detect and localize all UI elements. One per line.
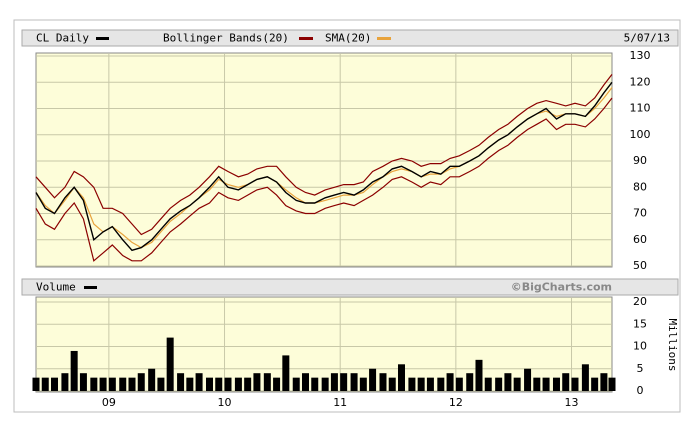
- bar: [224, 377, 232, 391]
- credit: ©BigCharts.com: [511, 281, 612, 294]
- bar: [591, 377, 599, 391]
- y-tick-label: 100: [630, 128, 651, 141]
- bar: [524, 368, 532, 391]
- bar: [157, 377, 165, 391]
- bar: [571, 377, 579, 391]
- bar: [504, 373, 512, 391]
- bar: [369, 368, 377, 391]
- bar: [253, 373, 261, 391]
- bar: [466, 373, 474, 391]
- y-tick-label: 120: [630, 75, 651, 88]
- bar: [244, 377, 252, 391]
- bar: [446, 373, 454, 391]
- bar: [108, 377, 116, 391]
- bar: [533, 377, 541, 391]
- bar: [455, 377, 463, 391]
- x-tick-label: 09: [102, 396, 116, 409]
- line: [35, 74, 613, 236]
- bar: [234, 377, 242, 391]
- bar: [321, 377, 329, 391]
- bar: [137, 373, 145, 391]
- x-tick-label: 12: [449, 396, 463, 409]
- bar: [128, 377, 136, 391]
- bar: [195, 373, 203, 391]
- bar: [513, 377, 521, 391]
- bar: [263, 373, 271, 391]
- line: [35, 81, 613, 252]
- bar: [41, 377, 49, 391]
- bar: [330, 373, 338, 391]
- bar: [350, 373, 358, 391]
- bar: [51, 377, 59, 391]
- price-panel: [35, 52, 613, 268]
- y-tick-label: 50: [633, 259, 647, 272]
- bar: [166, 337, 174, 391]
- y-tick-label: 10: [633, 340, 647, 353]
- bar: [475, 359, 483, 391]
- volume-title: Volume: [36, 281, 76, 294]
- bar: [215, 377, 223, 391]
- line: [35, 97, 613, 262]
- date: 5/07/13: [624, 32, 670, 45]
- volume-panel: [35, 296, 613, 393]
- y-tick-label: 5: [637, 362, 644, 375]
- legend-label: SMA(20): [325, 32, 371, 45]
- y-tick-label: 20: [633, 295, 647, 308]
- x-tick-label: 13: [565, 396, 579, 409]
- bar: [119, 377, 127, 391]
- bar: [205, 377, 213, 391]
- bar: [61, 373, 69, 391]
- bar: [359, 377, 367, 391]
- series-name: CL Daily: [36, 32, 89, 45]
- bar: [408, 377, 416, 391]
- bar: [292, 377, 300, 391]
- bar: [79, 373, 87, 391]
- bar: [426, 377, 434, 391]
- x-tick-label: 10: [218, 396, 232, 409]
- bar: [437, 377, 445, 391]
- price-header: [21, 29, 679, 47]
- y-tick-label: 70: [633, 207, 647, 220]
- bar: [301, 373, 309, 391]
- y-tick-label: 60: [633, 233, 647, 246]
- bar: [70, 350, 78, 391]
- bar: [581, 364, 589, 391]
- y-tick-label: 90: [633, 154, 647, 167]
- bar: [600, 373, 608, 391]
- bar: [99, 377, 107, 391]
- bar: [311, 377, 319, 391]
- y-tick-label: 80: [633, 180, 647, 193]
- bar: [417, 377, 425, 391]
- bar: [552, 377, 560, 391]
- bar: [90, 377, 98, 391]
- bar: [32, 377, 40, 391]
- bar: [484, 377, 492, 391]
- bar: [495, 377, 503, 391]
- x-tick-label: 11: [333, 396, 347, 409]
- bar: [148, 368, 156, 391]
- legend-label: Bollinger Bands(20): [163, 32, 289, 45]
- bar: [379, 373, 387, 391]
- bar: [397, 364, 405, 391]
- bar: [542, 377, 550, 391]
- bar: [186, 377, 194, 391]
- bar: [282, 355, 290, 391]
- y-axis-label: Millions: [666, 319, 679, 372]
- y-tick-label: 0: [637, 384, 644, 397]
- volume-header: [21, 278, 679, 296]
- y-tick-label: 130: [630, 49, 651, 62]
- y-tick-label: 110: [630, 102, 651, 115]
- y-tick-label: 15: [633, 317, 647, 330]
- bar: [340, 373, 348, 391]
- bar: [388, 377, 396, 391]
- bar: [177, 373, 185, 391]
- bar: [273, 377, 281, 391]
- bar: [608, 377, 616, 391]
- bar: [562, 373, 570, 391]
